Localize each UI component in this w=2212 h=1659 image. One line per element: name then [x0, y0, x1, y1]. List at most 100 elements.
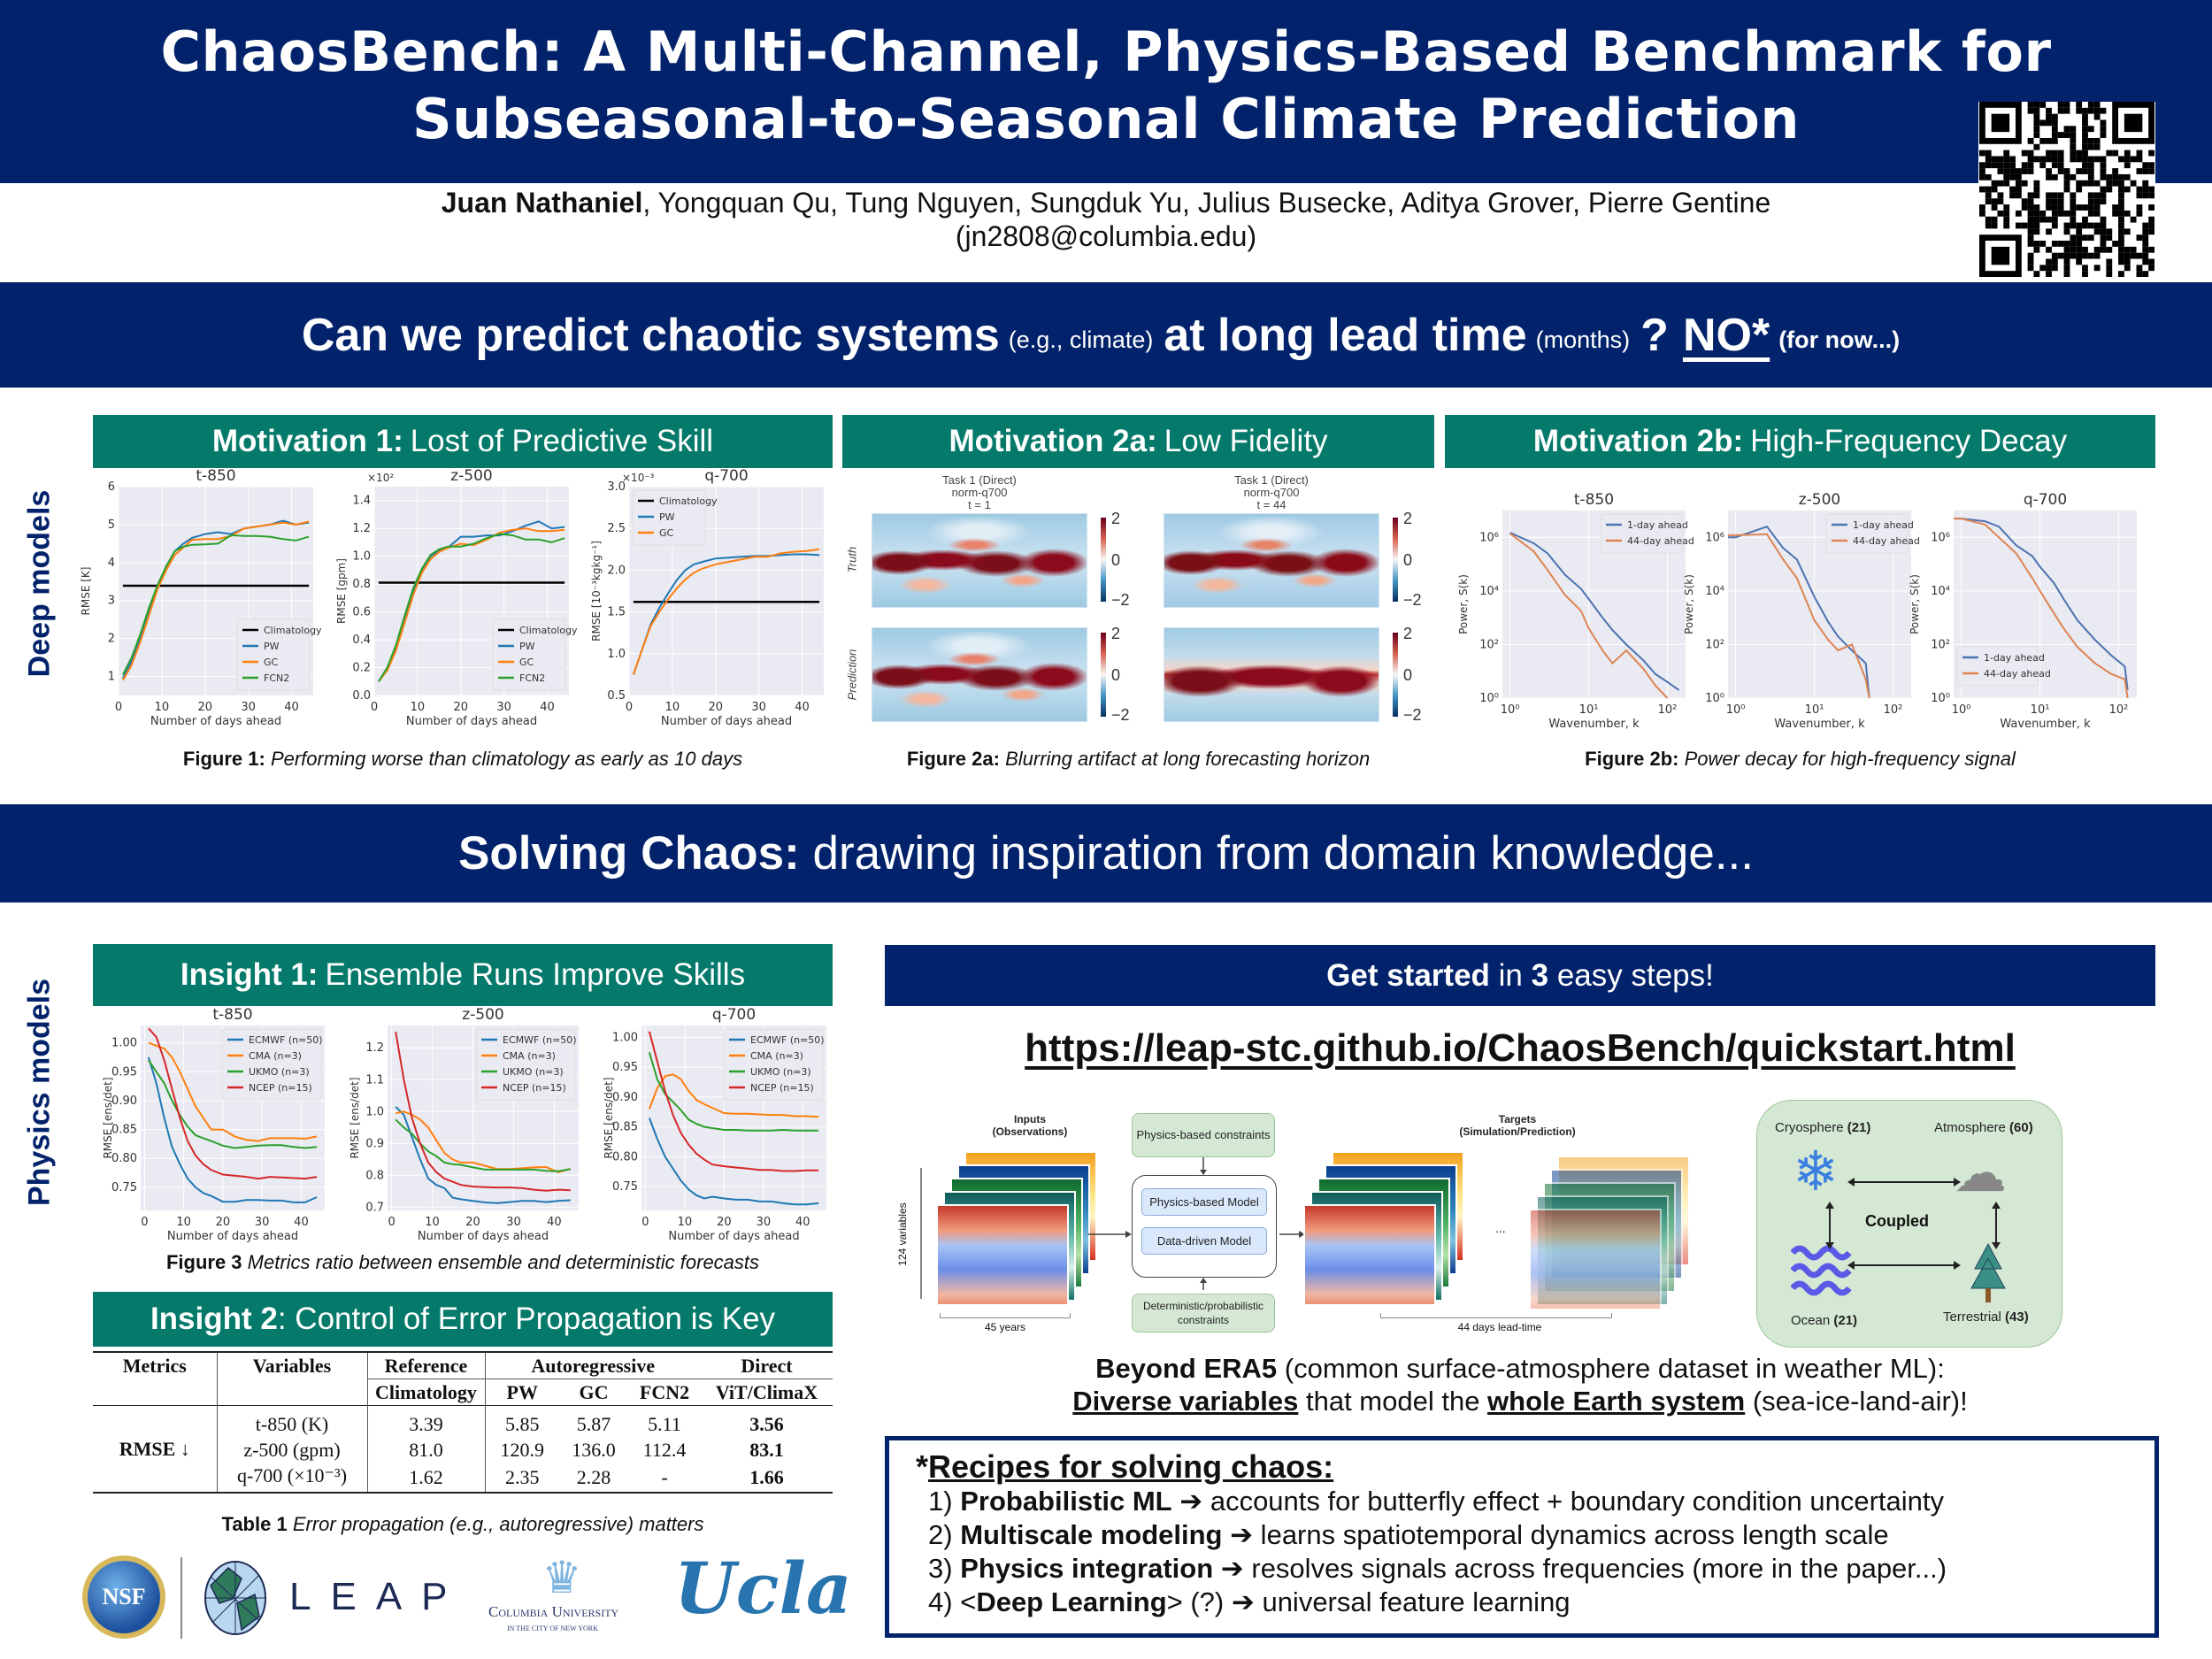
heatmap-variable: norm-q700: [951, 486, 1008, 499]
table-1-caption: Table 1 Error propagation (e.g., autoreg…: [93, 1513, 833, 1536]
legend-label: CMA (n=3): [503, 1050, 556, 1062]
climatology-cell: 1.62: [367, 1463, 486, 1493]
x-tick-label: 40: [294, 1216, 309, 1229]
get-started-header: Get started in 3 easy steps!: [885, 945, 2155, 1006]
pw-cell: 2.35: [505, 1466, 540, 1488]
x-tick-label: 10: [678, 1216, 693, 1229]
legend-label: 44-day ahead: [1627, 535, 1694, 547]
x-tick-label: 20: [454, 701, 469, 714]
climatology-cell: 3.39: [367, 1405, 486, 1437]
series-line-44-day-ahead: [1954, 518, 2129, 699]
legend-box: [475, 1028, 576, 1101]
row-label-truth: Truth: [845, 546, 859, 573]
legend-box: [221, 1028, 322, 1101]
colorbar-tick: 0: [1111, 551, 1121, 569]
y-tick-label: 10⁴: [1931, 585, 1950, 598]
x-tick-label: 40: [795, 701, 810, 714]
quickstart-link[interactable]: https://leap-stc.github.io/ChaosBench/qu…: [1025, 1026, 2016, 1070]
variables-brace: [920, 1168, 922, 1299]
x-tick-label: 10⁰: [1726, 703, 1746, 717]
legend: Climatology PW GC: [632, 489, 718, 546]
x-tick-label: 40: [547, 1216, 562, 1229]
get-started-rest: easy steps!: [1548, 957, 1714, 993]
insight-2-label: Insight 2: [150, 1302, 278, 1336]
chart-title: z-500: [1799, 491, 1841, 509]
series-line-ukmo-n-3-: [148, 1059, 318, 1149]
y-tick-label: 1.1: [365, 1073, 384, 1087]
colorbar-tick: −2: [1111, 591, 1130, 609]
y-tick-label: 1.4: [352, 495, 371, 508]
chart-title: t-850: [196, 467, 235, 485]
y-tick-label: 1.0: [607, 648, 626, 661]
columbia-crown-icon: ♛: [541, 1553, 582, 1602]
heatmap-truth-t44: [1164, 513, 1379, 608]
legend-label: GC: [264, 657, 279, 668]
variable-cell: t-850 (K): [217, 1405, 368, 1437]
series-line-ecmwf-n-50-: [648, 1118, 819, 1206]
x-tick-label: 10: [155, 701, 170, 714]
plot-area: [374, 487, 569, 695]
legend: 1-day ahead 44-day ahead: [1825, 513, 1920, 554]
legend-label: 1-day ahead: [1853, 519, 1914, 531]
physics-model-box: Physics-based Model: [1141, 1188, 1267, 1216]
y-tick-label: 1.0: [365, 1105, 384, 1118]
chart-figure-2b-z-500: 10⁰ 10¹ 10² 10⁰ 10² 10⁴ 10⁶ z-500 Wavenumber, k P…: [1683, 491, 1920, 731]
figure-2b-caption: Figure 2b: Power decay for high-frequenc…: [1445, 748, 2155, 771]
y-axis-label: RMSE [ens/det]: [603, 1077, 615, 1158]
y-tick-label: 2.5: [607, 522, 626, 535]
leap-logo-text: LEAP: [289, 1575, 467, 1618]
colorbar-tick: 0: [1111, 666, 1121, 684]
coupled-label: Coupled: [1865, 1212, 1929, 1230]
recipe-item: 1) Probabilistic ML ➔ accounts for butte…: [928, 1486, 1944, 1517]
y-tick-label: 1: [108, 671, 115, 684]
y-tick-label: 0.6: [352, 606, 371, 619]
legend-label: GC: [659, 527, 674, 539]
question-mark: ?: [1640, 309, 1669, 361]
ocean-label: Ocean (21): [1791, 1313, 1858, 1328]
results-table: Metrics Variables Reference Autoregressi…: [93, 1351, 833, 1494]
x-tick-label: 10⁰: [1501, 703, 1520, 717]
insight-1-header: Insight 1: Ensemble Runs Improve Skills: [93, 944, 833, 1006]
legend-label: Climatology: [519, 625, 578, 636]
table-1-text: Error propagation (e.g., autoregressive)…: [292, 1513, 704, 1535]
y-tick-label: 10⁰: [1931, 692, 1950, 705]
insight-2-title: : Control of Error Propagation is Key: [277, 1302, 776, 1336]
y-tick-label: 1.2: [352, 522, 371, 535]
deterministic-constraints-box: Deterministic/probabilistic constraints: [1132, 1294, 1275, 1333]
terrestrial-label: Terrestrial (43): [1943, 1310, 2029, 1325]
input-map: [936, 1204, 1069, 1306]
legend-label: UKMO (n=3): [503, 1066, 564, 1078]
x-tick-label: 20: [216, 1216, 231, 1229]
x-axis-label: Wavenumber, k: [1548, 718, 1640, 731]
series-line-ncep-n-15-: [395, 1032, 571, 1192]
x-tick-label: 10²: [1658, 703, 1678, 717]
series-line-ecmwf-n-50-: [395, 1106, 571, 1204]
table-1-label: Table 1: [221, 1513, 288, 1535]
qr-code-icon[interactable]: [1978, 102, 2155, 277]
y-tick-label: 0.80: [111, 1152, 137, 1165]
y-tick-label: 1.2: [365, 1041, 384, 1055]
x-tick-label: 20: [717, 1216, 732, 1229]
colorbar-tick: 2: [1403, 510, 1413, 527]
legend-label: 1-day ahead: [1984, 652, 2045, 664]
col-header-gc: GC: [579, 1381, 609, 1403]
x-axis-label: Number of days ahead: [167, 1230, 298, 1243]
legend: Climatology PW GC FCN2: [236, 618, 322, 691]
x-tick-label: 10⁰: [1952, 703, 1971, 717]
y-tick-label: 1.0: [352, 550, 371, 564]
recipes-box: *Recipes for solving chaos: 1) Probabili…: [885, 1436, 2159, 1638]
legend-label: FCN2: [519, 672, 545, 684]
y-tick-label: 0.80: [612, 1150, 638, 1164]
logo-divider: [180, 1557, 182, 1639]
direct-cell: 83.1: [749, 1439, 784, 1461]
gc-cell: 2.28: [576, 1466, 611, 1488]
x-axis-label: Wavenumber, k: [2000, 718, 2091, 731]
cloud-cycle-icon: ☁: [1954, 1143, 2007, 1202]
recipe-item: 4) <Deep Learning> (?) ➔ universal featu…: [928, 1586, 1571, 1617]
col-header-variables: Variables: [217, 1352, 368, 1379]
motivation-2b-title: High-Frequency Decay: [1750, 424, 2068, 458]
plot-area: [1502, 511, 1686, 698]
question-note-1: (e.g., climate): [1008, 326, 1154, 353]
series-line-1-day-ahead: [1728, 526, 1870, 699]
col-header-climatology: Climatology: [367, 1379, 486, 1406]
